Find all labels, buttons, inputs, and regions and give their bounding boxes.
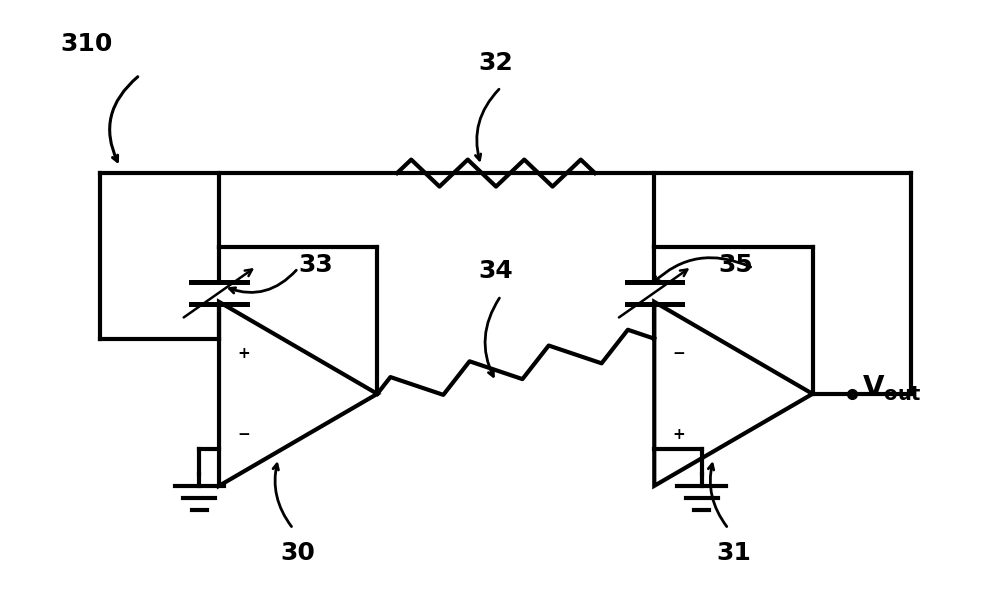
Text: 33: 33 — [299, 253, 333, 277]
Text: 31: 31 — [716, 541, 751, 565]
Text: 310: 310 — [61, 32, 113, 56]
Text: 30: 30 — [281, 541, 315, 565]
Text: $\mathbf{V_{out}}$: $\mathbf{V_{out}}$ — [862, 373, 922, 403]
Text: +: + — [237, 346, 250, 361]
Text: −: − — [673, 346, 685, 361]
Text: 34: 34 — [478, 259, 514, 283]
Text: 35: 35 — [718, 253, 753, 277]
Text: +: + — [673, 427, 685, 442]
Text: −: − — [237, 427, 250, 442]
Text: 32: 32 — [478, 51, 514, 75]
